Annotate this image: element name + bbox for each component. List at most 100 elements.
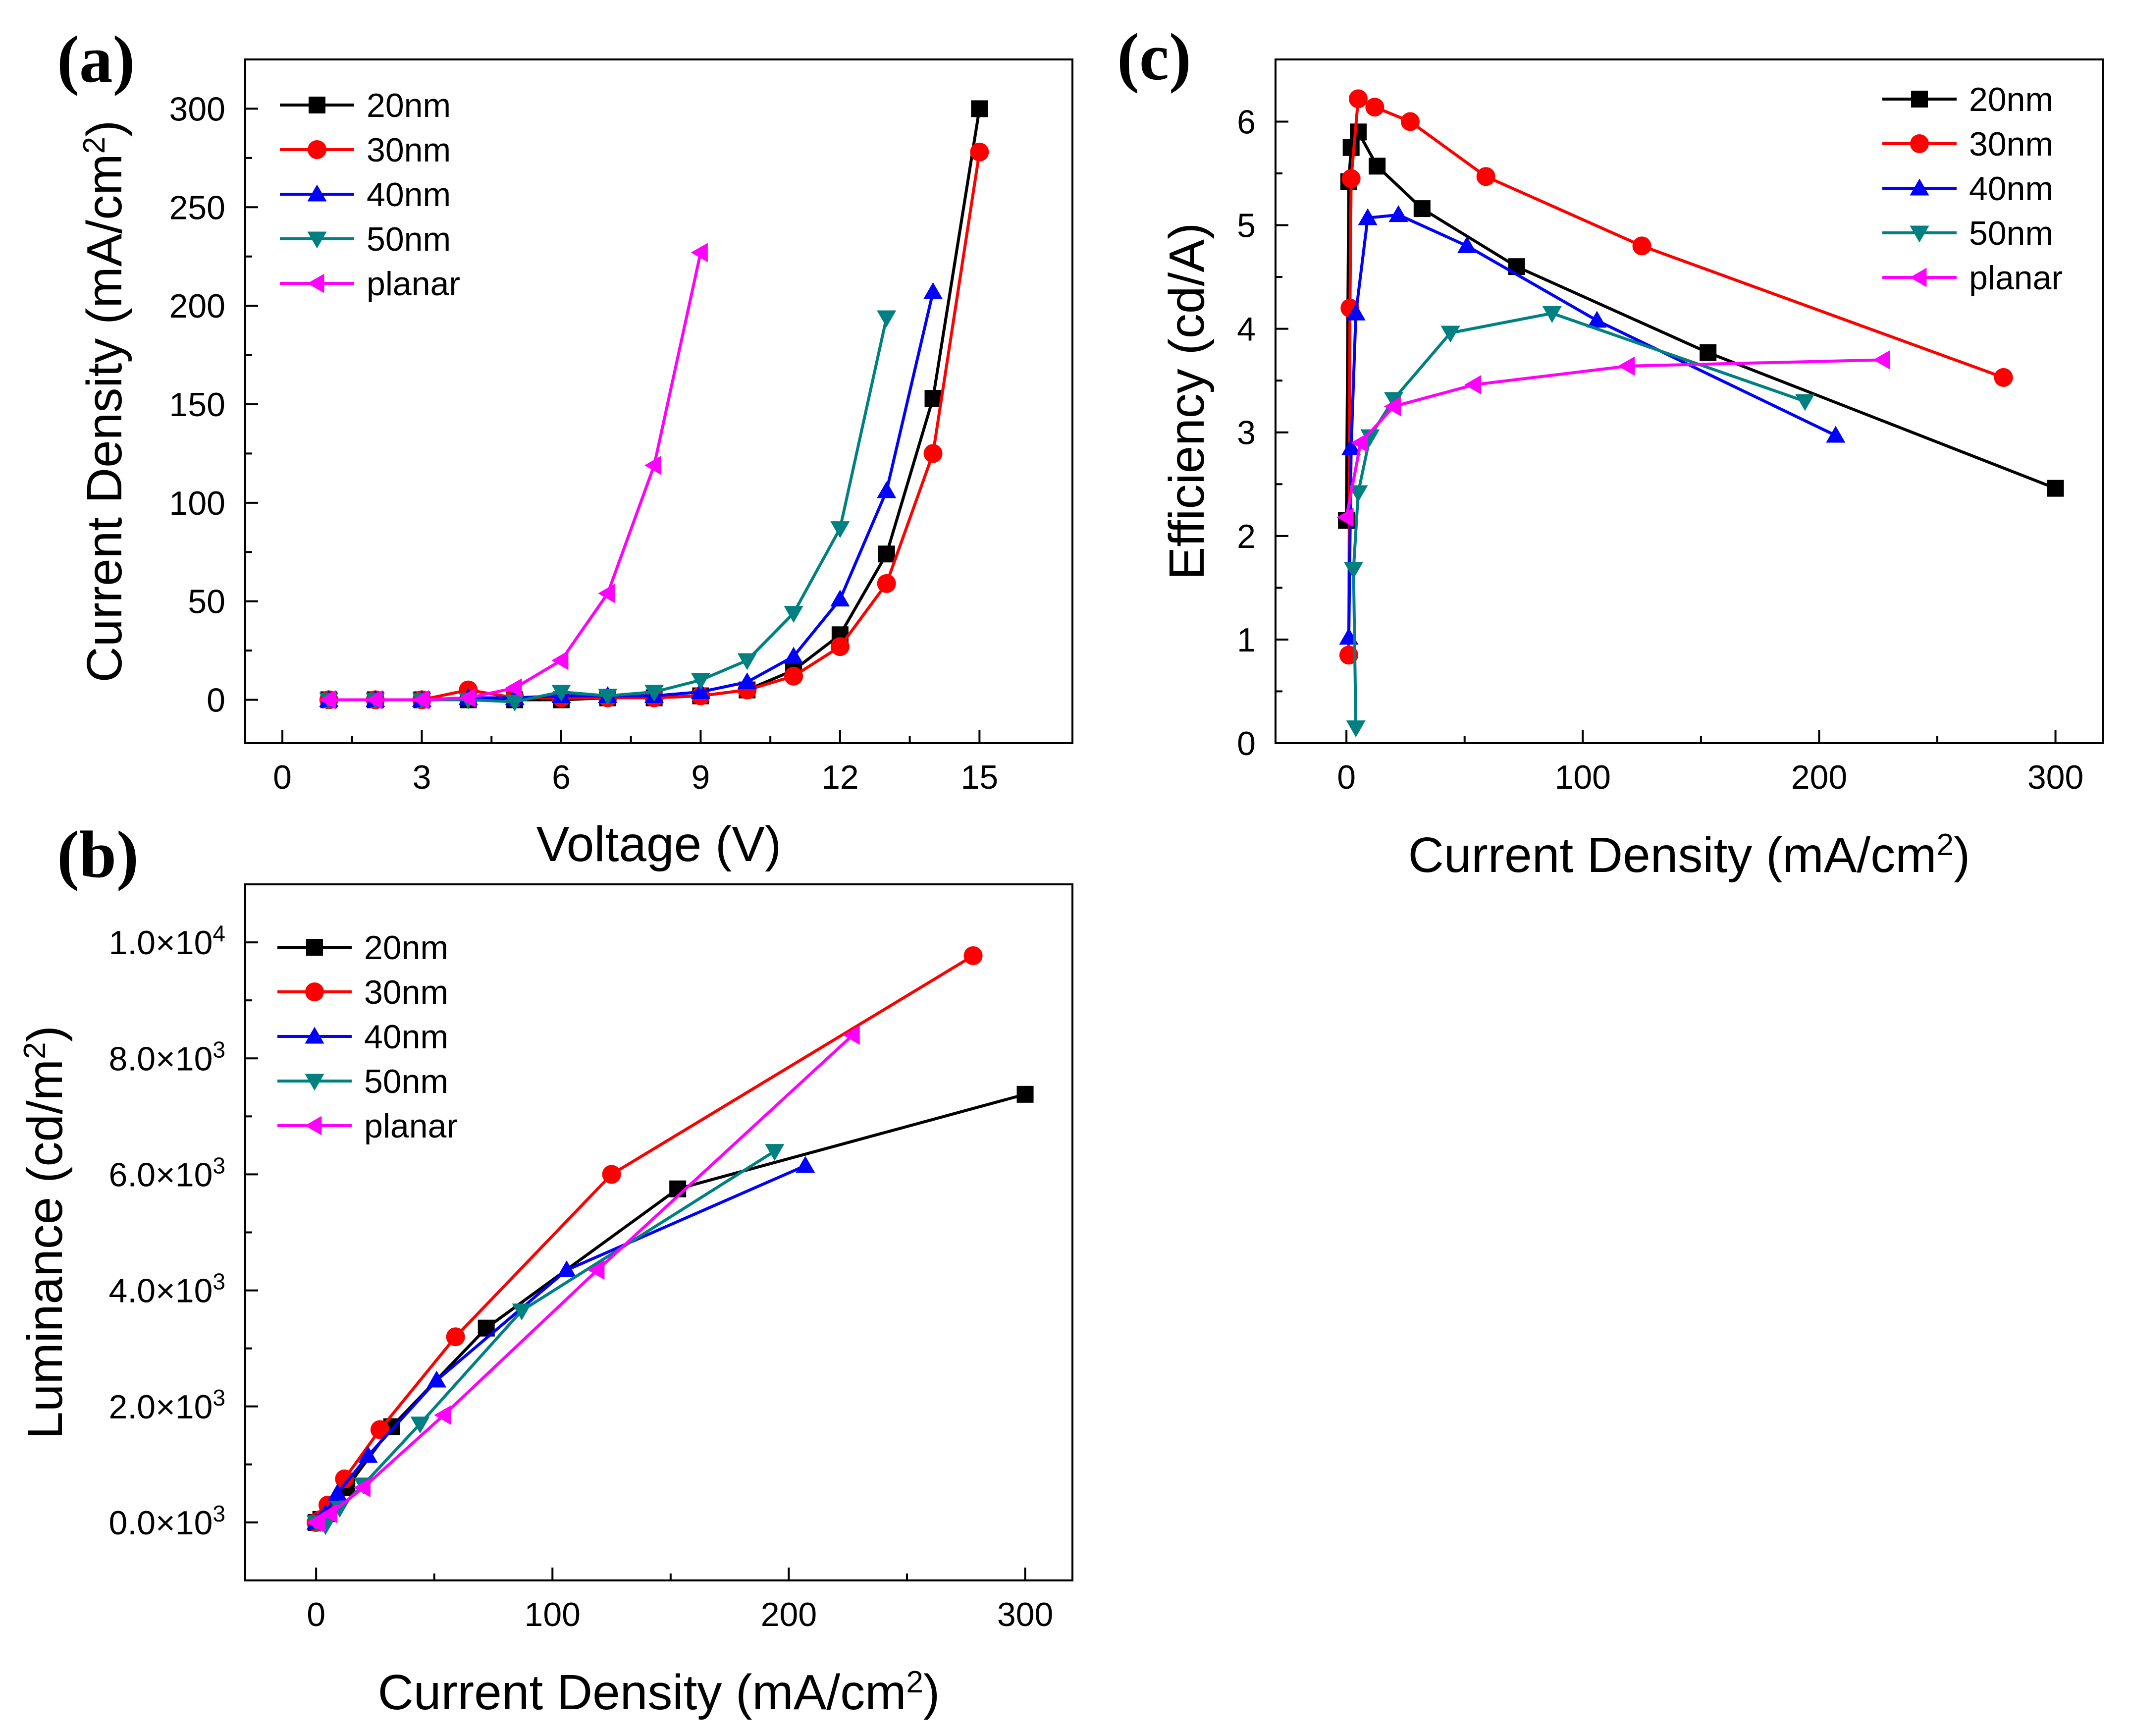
series-c-planar [1336,350,1890,527]
data-point-50nm [877,310,897,327]
data-point-30nm [1632,236,1651,256]
data-point-30nm [446,1327,465,1347]
data-point-50nm [1542,306,1562,323]
data-point-planar [843,1025,860,1045]
data-point-20nm [878,545,895,563]
legend-marker-20nm [1911,91,1928,108]
data-point-50nm [830,521,850,539]
plot-area-b: 0 100 200 300 0.0×103 2.0×103 4.0×103 6.0×103 8.… [17,883,1073,1720]
x-axis-title-b-sup: 2 [906,1665,923,1699]
data-point-40nm [358,1446,378,1463]
y-tick-label-c: 4 [1237,311,1256,348]
data-point-20nm [2047,480,2064,497]
series-c-40nm [1339,205,1846,645]
y-axis-title-a-rest: ) [77,120,132,137]
y-axis-title-a: Current Density (mA/cm2) [77,120,132,683]
legend-marker-50nm [305,1074,324,1091]
legend-label-30nm: 30nm [364,974,448,1011]
panel-label-a: (a) [57,23,135,97]
data-point-50nm [551,685,571,702]
data-point-40nm [1341,438,1361,455]
y-tick-label-a: 50 [188,583,225,621]
legend-marker-50nm [1910,225,1929,243]
y-tick-exponent-b: 3 [213,1501,225,1526]
y-tick-label-a: 200 [169,287,225,325]
series-line-planar [1345,358,1883,518]
data-point-30nm [963,946,983,966]
legend-label-planar: planar [367,265,460,303]
legend-marker-40nm [305,1027,324,1044]
series-a-planar [319,243,708,710]
x-axis-title-c-rest: ) [1954,827,1970,883]
y-tick-label-c: 1 [1237,621,1256,659]
y-tick-label-a: 0 [207,682,225,719]
data-point-40nm [1457,236,1477,253]
data-point-20nm [1342,139,1360,156]
chart-panel-c: (c) 0 100 200 300 0 1 2 3 4 5 6 Current Density (mA… [1117,20,2104,883]
legend-label-50nm: 50nm [364,1063,448,1100]
data-point-40nm [691,682,710,700]
legend-marker-20nm [306,939,323,956]
data-point-planar [458,688,476,708]
legend-b: 20nm 30nm 40nm 50nm planar [277,929,458,1145]
data-point-50nm [784,606,803,623]
data-point-40nm [1826,426,1846,443]
data-point-40nm [737,672,757,690]
chart-panel-b: (b) 0 100 200 300 0.0×103 2.0×103 4.0×103 6.0×1… [17,818,1073,1720]
legend-label-50nm: 50nm [1969,215,2053,252]
data-point-30nm [1476,167,1495,186]
legend-label-40nm: 40nm [367,176,451,214]
data-point-50nm [765,1144,785,1161]
legend-marker-20nm [309,97,325,113]
data-point-50nm [1795,394,1815,411]
data-point-40nm [796,1156,815,1173]
data-point-30nm [370,1420,390,1439]
legend-marker-planar [1910,268,1927,287]
data-point-planar [1873,350,1890,370]
data-point-50nm [512,1303,532,1321]
x-tick-label-a: 12 [821,759,859,796]
data-point-planar [644,455,662,475]
x-tick-label-b: 100 [525,1596,581,1633]
data-point-50nm [505,695,525,712]
data-point-20nm [1350,123,1367,141]
legend-marker-40nm [307,184,327,202]
data-point-30nm [1400,112,1420,131]
data-point-20nm [1016,1085,1034,1103]
y-axis-title-b-rest: ) [17,1026,73,1042]
x-tick-label-a: 9 [692,759,710,796]
data-point-20nm [924,390,942,407]
data-point-30nm [1341,169,1361,188]
legend-marker-30nm [307,140,327,160]
x-tick-label-a: 3 [413,759,431,796]
data-point-30nm [1994,368,2013,387]
y-tick-label-c: 6 [1237,103,1256,141]
y-axis-title-c: Efficiency (cd/A) [1159,223,1215,580]
series-b-planar [306,1025,860,1532]
y-tick-label-b: 2.0×103 [109,1385,225,1426]
legend-label-20nm: 20nm [1969,81,2053,118]
data-point-40nm [923,282,943,299]
data-point-40nm [426,1370,447,1388]
data-point-30nm [335,1469,354,1489]
data-point-40nm [327,1483,347,1501]
data-point-40nm [1587,311,1607,328]
series-line-40nm [1347,213,1837,638]
y-tick-label-a: 100 [169,485,225,522]
data-point-40nm [557,1260,577,1278]
data-point-50nm [1360,429,1380,446]
x-axis-title-c: Current Density (mA/cm2) [1408,827,1970,883]
x-tick-label-b: 0 [307,1596,325,1633]
x-axis-title-b: Current Density (mA/cm2) [378,1665,940,1720]
data-point-20nm [1413,200,1431,217]
legend-label-30nm: 30nm [367,131,451,169]
data-point-40nm [1388,205,1408,222]
legend-marker-30nm [305,982,324,1002]
x-axis-title-a: Voltage (V) [536,816,782,872]
data-point-40nm [1358,208,1378,225]
y-tick-label-b: 1.0×104 [109,921,225,962]
x-tick-label-a: 0 [273,759,292,796]
